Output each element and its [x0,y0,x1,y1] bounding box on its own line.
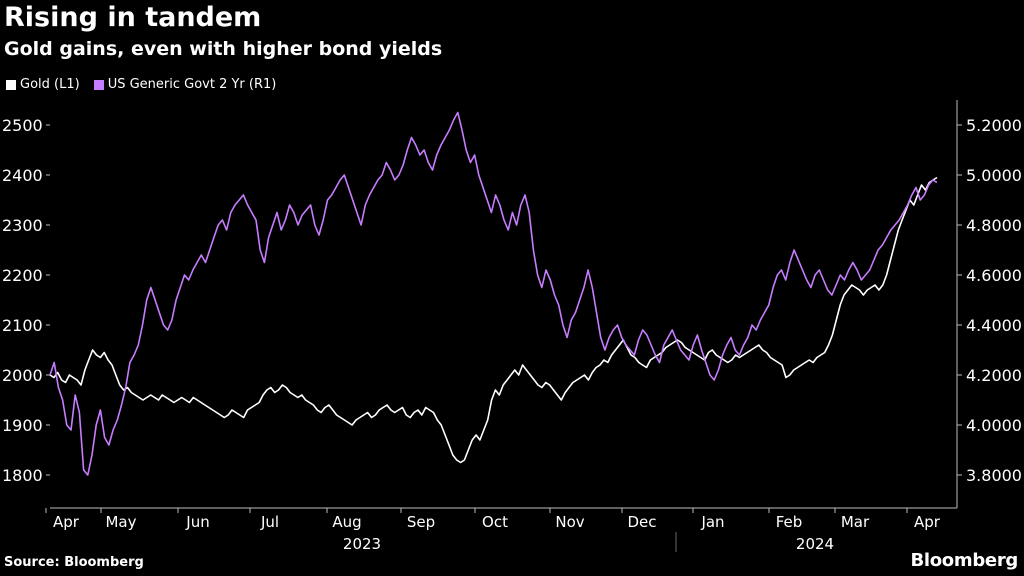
x-axis-month-label: Feb [776,513,803,531]
x-axis-month-label: Apr [53,513,80,531]
series-line-gold [49,176,938,464]
right-axis-tick-label: 5.2000 [966,116,1022,135]
x-axis-month-label: Nov [555,513,584,531]
x-axis-month-label: Jul [260,513,279,531]
right-axis-tick-label: 4.4000 [966,316,1022,335]
right-axis-tick-label: 4.2000 [966,366,1022,385]
right-axis-tick-label: 3.8000 [966,466,1022,485]
left-axis-tick-label: 2000 [2,366,43,385]
x-axis-month-label: Apr [914,513,941,531]
chart-title: Rising in tandem [4,2,262,33]
bloomberg-logo: Bloomberg [910,550,1018,571]
x-axis-year-label: 2023 [343,535,381,553]
x-axis-month-label: Sep [407,513,435,531]
left-axis-tick-label: 2200 [2,266,43,285]
x-axis-month-label: May [105,513,136,531]
x-axis-month-label: Oct [482,513,508,531]
source-note: Source: Bloomberg [4,555,144,570]
x-axis-month-label: Mar [841,513,870,531]
legend-label-gold: Gold (L1) [20,77,80,92]
left-axis-tick-label: 2100 [2,316,43,335]
x-axis-year-label: 2024 [796,535,834,553]
right-axis-tick-label: 4.0000 [966,416,1022,435]
legend-swatch-yield [93,79,104,90]
right-axis-tick-label: 5.0000 [966,166,1022,185]
legend-item-gold: Gold (L1) [6,77,80,92]
chart-subtitle: Gold gains, even with higher bond yields [4,38,443,60]
left-axis-tick-label: 2500 [2,116,43,135]
series-line-2yr-yield [49,111,938,476]
legend-item-yield: US Generic Govt 2 Yr (R1) [93,77,277,92]
right-axis-tick-label: 4.6000 [966,266,1022,285]
left-axis-tick-label: 2400 [2,166,43,185]
x-axis-month-label: Jan [700,513,724,531]
legend: Gold (L1) US Generic Govt 2 Yr (R1) [6,77,276,92]
left-axis-tick-label: 1800 [2,466,43,485]
x-axis-month-label: Aug [332,513,361,531]
right-axis-tick-label: 4.8000 [966,216,1022,235]
x-axis-month-label: Jun [185,513,209,531]
legend-swatch-gold [6,79,16,90]
left-axis-tick-label: 1900 [2,416,43,435]
legend-label-yield: US Generic Govt 2 Yr (R1) [107,77,277,92]
x-axis-month-label: Dec [627,513,656,531]
left-axis-tick-label: 2300 [2,216,43,235]
